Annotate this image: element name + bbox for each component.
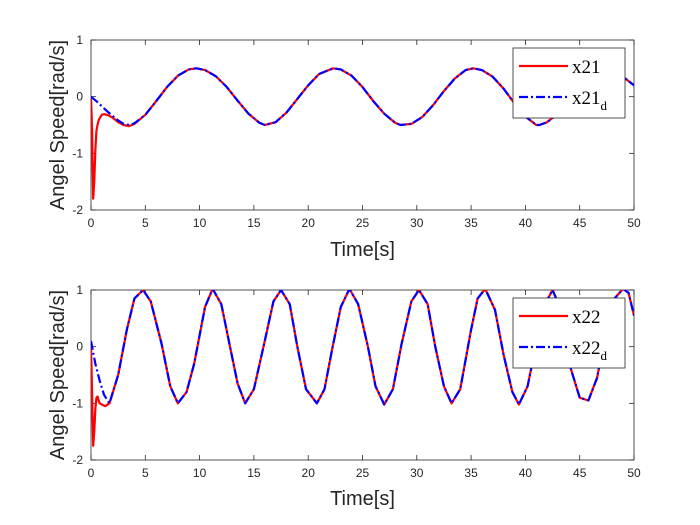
y-tick-label: 1 — [76, 283, 83, 297]
x-tick-label: 35 — [464, 216, 478, 230]
x-tick-label: 5 — [142, 466, 149, 480]
x-tick-label: 10 — [193, 216, 207, 230]
x-tick-label: 40 — [519, 216, 533, 230]
x-tick-label: 15 — [247, 216, 261, 230]
x-axis-label: Time[s] — [330, 488, 395, 510]
x-tick-label: 45 — [573, 466, 587, 480]
legend: x21 x21d — [512, 47, 626, 119]
legend-label-x22_d: x22d — [572, 338, 608, 363]
legend-box — [512, 297, 626, 369]
x-tick-label: 25 — [356, 466, 370, 480]
x-tick-label: 0 — [88, 466, 95, 480]
x-tick-label: 30 — [410, 466, 424, 480]
legend-label-x22: x22 — [572, 307, 601, 328]
legend-box — [512, 47, 626, 119]
x-tick-label: 25 — [356, 216, 370, 230]
x-tick-label: 45 — [573, 216, 587, 230]
legend-label-x21: x21 — [572, 57, 601, 78]
y-tick-label: -1 — [72, 146, 83, 160]
subplot-2: 0 5 10 15 20 25 30 35 40 45 50 -2 -1 0 1 Time[s] Angel S… — [47, 283, 641, 510]
y-axis-label: Angel Speed[rad/s] — [47, 40, 69, 210]
x-tick-label: 40 — [519, 466, 533, 480]
x-tick-label: 50 — [627, 466, 641, 480]
x-tick-label: 20 — [302, 216, 316, 230]
y-tick-label: -1 — [72, 396, 83, 410]
y-tick-label: -2 — [72, 453, 83, 467]
x-tick-label: 15 — [247, 466, 261, 480]
y-axis-label: Angel Speed[rad/s] — [47, 290, 69, 460]
x-axis-label: Time[s] — [330, 239, 395, 261]
x-tick-label: 5 — [142, 216, 149, 230]
x-tick-label: 0 — [88, 216, 95, 230]
x-tick-label: 30 — [410, 216, 424, 230]
y-tick-label: -2 — [72, 203, 83, 217]
x-tick-label: 35 — [464, 466, 478, 480]
x-tick-label: 20 — [302, 466, 316, 480]
legend-label-x21_d: x21d — [572, 88, 608, 113]
x-tick-label: 10 — [193, 466, 207, 480]
y-tick-label: 0 — [76, 90, 83, 104]
legend: x22 x22d — [512, 297, 626, 369]
subplot-1: 0 5 10 15 20 25 30 35 40 45 50 -2 -1 0 1 Time[s] Angel S… — [47, 33, 641, 261]
y-tick-label: 0 — [76, 340, 83, 354]
y-tick-label: 1 — [76, 33, 83, 47]
x-tick-label: 50 — [627, 216, 641, 230]
series-line-x21_d — [91, 67, 634, 127]
